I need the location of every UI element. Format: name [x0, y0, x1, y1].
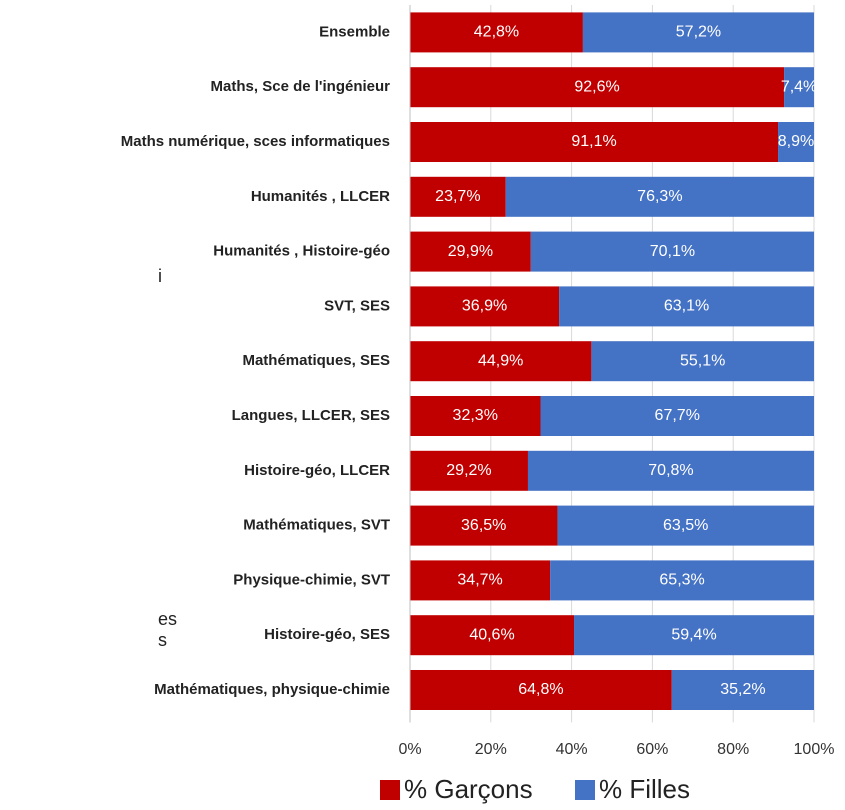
category-label: Mathématiques, SVT [243, 517, 390, 534]
category-label: Langues, LLCER, SES [232, 407, 390, 424]
bar-segment [778, 122, 814, 162]
bar-segment [550, 560, 814, 601]
x-tick-label: 80% [717, 741, 749, 758]
value-label: 63,5% [663, 517, 708, 534]
bar-segment [410, 560, 551, 601]
category-label: Humanités , LLCER [251, 188, 390, 205]
bar-segment [410, 450, 528, 491]
value-label: 55,1% [680, 352, 725, 369]
value-label: 59,4% [671, 626, 716, 643]
bar-segment [410, 122, 779, 162]
value-label: 36,9% [462, 298, 507, 315]
category-label: Mathématiques, SES [242, 352, 390, 369]
category-label: Ensemble [319, 23, 390, 40]
annotation: s [158, 630, 167, 650]
value-label: 63,1% [664, 298, 709, 315]
value-label: 29,2% [446, 462, 491, 479]
bar-segment [410, 341, 592, 382]
value-label: 23,7% [435, 188, 480, 205]
legend-label: % Filles [599, 774, 690, 804]
value-label: 64,8% [518, 681, 563, 698]
category-label: Histoire-géo, SES [264, 626, 390, 643]
value-label: 57,2% [676, 24, 721, 41]
bar-segment [410, 231, 531, 272]
category-label: Maths, Sce de l'ingénieur [211, 78, 391, 95]
value-label: 34,7% [457, 572, 502, 589]
bar-segment [591, 341, 814, 382]
annotation: i [158, 266, 162, 286]
x-tick-label: 100% [794, 741, 835, 758]
bar-segment [410, 67, 785, 108]
value-label: 32,3% [453, 407, 498, 424]
bar-segment [574, 615, 814, 656]
value-label: 92,6% [574, 78, 619, 95]
bar-segment [505, 176, 814, 217]
x-tick-label: 20% [475, 741, 507, 758]
category-label: Physique-chimie, SVT [233, 571, 390, 588]
x-tick-label: 40% [556, 741, 588, 758]
value-label: 70,8% [648, 462, 693, 479]
bar-segment [557, 505, 814, 546]
category-label: Histoire-géo, LLCER [244, 462, 390, 479]
bar-segment [410, 505, 558, 546]
category-label: Maths numérique, sces informatiques [121, 133, 390, 150]
bar-segment [410, 396, 541, 436]
bar-segment [530, 231, 814, 272]
annotation: es [158, 609, 177, 629]
bar-segment [410, 176, 506, 217]
bar-segment [410, 615, 575, 656]
value-label: 91,1% [571, 133, 616, 150]
value-label: 42,8% [474, 24, 519, 41]
bar-segment [559, 286, 814, 327]
value-label: 44,9% [478, 352, 523, 369]
value-label: 8,9% [778, 133, 814, 150]
value-label: 70,1% [650, 243, 695, 260]
bar-segment [582, 12, 814, 53]
x-tick-label: 60% [636, 741, 668, 758]
bar-segment [784, 67, 814, 108]
value-label: 7,4% [781, 78, 817, 95]
value-label: 36,5% [461, 517, 506, 534]
category-label: SVT, SES [324, 297, 390, 314]
value-label: 40,6% [469, 626, 514, 643]
value-label: 35,2% [720, 681, 765, 698]
value-label: 65,3% [659, 572, 704, 589]
value-label: 76,3% [637, 188, 682, 205]
legend-swatch [575, 780, 595, 800]
value-label: 67,7% [655, 407, 700, 424]
x-tick-label: 0% [398, 741, 421, 758]
bar-segment [410, 670, 672, 710]
category-label: Mathématiques, physique-chimie [154, 681, 390, 698]
legend-swatch [380, 780, 400, 800]
bar-segment [540, 396, 814, 436]
bar-segment [527, 450, 814, 491]
category-label: Humanités , Histoire-géo [213, 243, 390, 260]
legend-label: % Garçons [404, 774, 533, 804]
bar-segment [671, 670, 814, 710]
value-label: 29,9% [448, 243, 493, 260]
bar-segment [410, 286, 560, 327]
bar-segment [410, 12, 583, 53]
